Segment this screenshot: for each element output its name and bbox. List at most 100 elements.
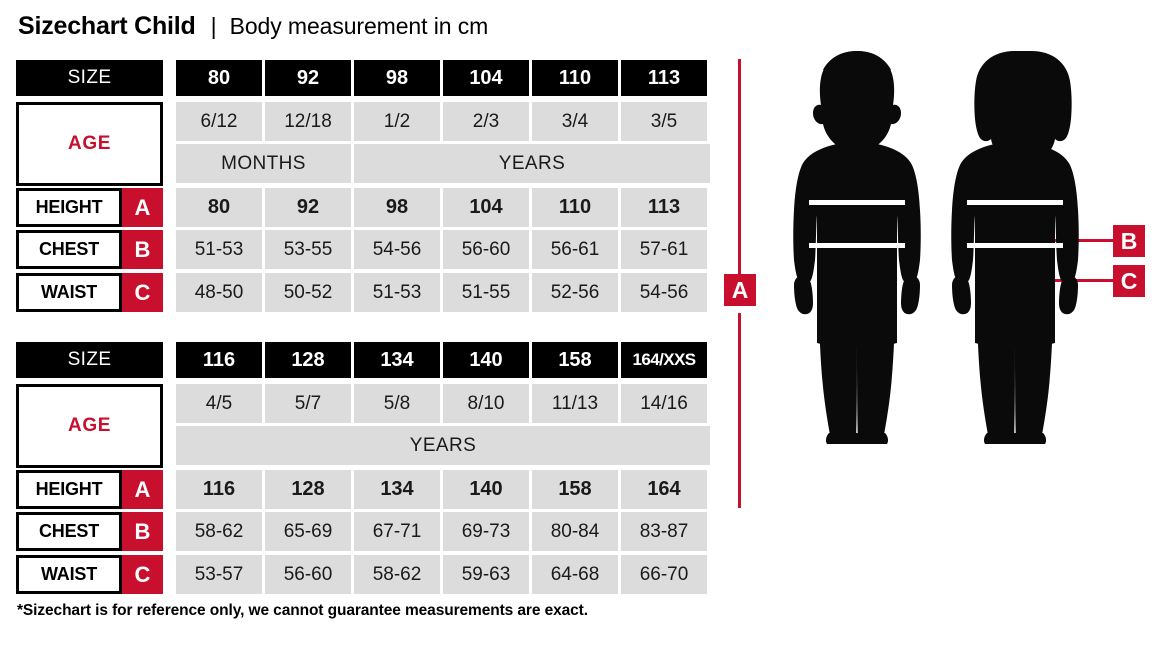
size-cell: 110 [532, 60, 618, 96]
size-cell: 80 [176, 60, 262, 96]
badge-c-icon: C [122, 273, 163, 312]
girl-silhouette-icon [951, 51, 1079, 444]
badge-b-icon: B [122, 230, 163, 269]
waist-cell: 48-50 [176, 273, 262, 312]
height-cell: 104 [443, 188, 529, 227]
age-cell: 3/5 [621, 102, 707, 141]
age-cell: 6/12 [176, 102, 262, 141]
size-cell: 158 [532, 342, 618, 378]
row-label-waist: WAIST [16, 273, 122, 312]
age-value-cells: 4/5 5/7 5/8 8/10 11/13 14/16 [176, 384, 707, 423]
table-row-size: SIZE [16, 60, 163, 96]
table-row-age: AGE [16, 381, 163, 468]
waist-value-cells: 53-57 56-60 58-62 59-63 64-68 66-70 [176, 555, 707, 594]
row-label-waist: WAIST [16, 555, 122, 594]
age-cell: 5/7 [265, 384, 351, 423]
row-label-chest: CHEST [16, 512, 122, 551]
height-cell: 116 [176, 470, 262, 509]
chest-cell: 53-55 [265, 230, 351, 269]
row-label-age: AGE [16, 102, 163, 186]
waist-cell: 53-57 [176, 555, 262, 594]
size-cell: 104 [443, 60, 529, 96]
waist-cell: 64-68 [532, 555, 618, 594]
waist-leader-line [1045, 279, 1115, 282]
size-cell: 128 [265, 342, 351, 378]
age-value-cells: 6/12 12/18 1/2 2/3 3/4 3/5 [176, 102, 707, 141]
row-label-age: AGE [16, 384, 163, 468]
waist-cell: 52-56 [532, 273, 618, 312]
height-cell: 134 [354, 470, 440, 509]
boy-silhouette-icon [793, 51, 921, 444]
height-value-cells: 116 128 134 140 158 164 [176, 470, 707, 509]
table-row-chest: CHEST B [16, 230, 163, 269]
table-row-waist: WAIST C [16, 273, 163, 312]
waist-value-cells: 48-50 50-52 51-53 51-55 52-56 54-56 [176, 273, 707, 312]
height-guide-line-top [738, 59, 741, 274]
age-unit-years: YEARS [176, 426, 710, 465]
table-row-height: HEIGHT A [16, 188, 163, 227]
table-row-age: AGE [16, 99, 163, 186]
badge-a-icon: A [122, 470, 163, 509]
page-subtitle-text: Body measurement in cm [229, 13, 489, 39]
badge-b-icon: B [122, 512, 163, 551]
size-cell: 113 [621, 60, 707, 96]
chest-cell: 83-87 [621, 512, 707, 551]
row-label-age-text: AGE [68, 133, 111, 154]
figure-marker-a-icon: A [724, 274, 756, 306]
size-cell: 98 [354, 60, 440, 96]
size-header-cells: 80 92 98 104 110 113 [176, 60, 707, 96]
age-unit-years: YEARS [354, 144, 710, 183]
age-unit-cells: MONTHS YEARS [176, 144, 710, 183]
page-title: Sizechart Child | Body measurement in cm [18, 12, 488, 46]
chest-cell: 56-61 [532, 230, 618, 269]
age-cell: 14/16 [621, 384, 707, 423]
age-cell: 11/13 [532, 384, 618, 423]
chest-cell: 69-73 [443, 512, 529, 551]
waist-cell: 56-60 [265, 555, 351, 594]
measurement-illustration: A B C [715, 48, 1169, 513]
row-label-size: SIZE [16, 342, 163, 378]
waist-cell: 59-63 [443, 555, 529, 594]
chest-leader-line [1045, 239, 1115, 242]
waist-cell: 58-62 [354, 555, 440, 594]
age-cell: 1/2 [354, 102, 440, 141]
height-cell: 80 [176, 188, 262, 227]
badge-c-icon: C [122, 555, 163, 594]
age-cell: 12/18 [265, 102, 351, 141]
size-cell: 116 [176, 342, 262, 378]
figure-marker-b-icon: B [1113, 225, 1145, 257]
height-cell: 98 [354, 188, 440, 227]
height-cell: 113 [621, 188, 707, 227]
chest-cell: 51-53 [176, 230, 262, 269]
waist-cell: 51-53 [354, 273, 440, 312]
age-unit-cells: YEARS [176, 426, 710, 465]
age-cell: 3/4 [532, 102, 618, 141]
height-cell: 140 [443, 470, 529, 509]
height-value-cells: 80 92 98 104 110 113 [176, 188, 707, 227]
table-row-chest: CHEST B [16, 512, 163, 551]
badge-a-icon: A [122, 188, 163, 227]
size-header-cells: 116 128 134 140 158 164/XXS [176, 342, 707, 378]
age-cell: 5/8 [354, 384, 440, 423]
chest-cell: 58-62 [176, 512, 262, 551]
chest-value-cells: 51-53 53-55 54-56 56-60 56-61 57-61 [176, 230, 707, 269]
height-cell: 110 [532, 188, 618, 227]
title-separator: | [210, 13, 217, 39]
waist-cell: 54-56 [621, 273, 707, 312]
size-cell: 92 [265, 60, 351, 96]
figure-marker-c-icon: C [1113, 265, 1145, 297]
age-unit-months: MONTHS [176, 144, 351, 183]
height-cell: 128 [265, 470, 351, 509]
row-label-chest: CHEST [16, 230, 122, 269]
height-cell: 164 [621, 470, 707, 509]
chest-cell: 57-61 [621, 230, 707, 269]
row-label-size: SIZE [16, 60, 163, 96]
height-cell: 92 [265, 188, 351, 227]
table-row-size: SIZE [16, 342, 163, 378]
chest-cell: 54-56 [354, 230, 440, 269]
waist-cell: 50-52 [265, 273, 351, 312]
waist-cell: 51-55 [443, 273, 529, 312]
age-cell: 8/10 [443, 384, 529, 423]
size-cell: 140 [443, 342, 529, 378]
